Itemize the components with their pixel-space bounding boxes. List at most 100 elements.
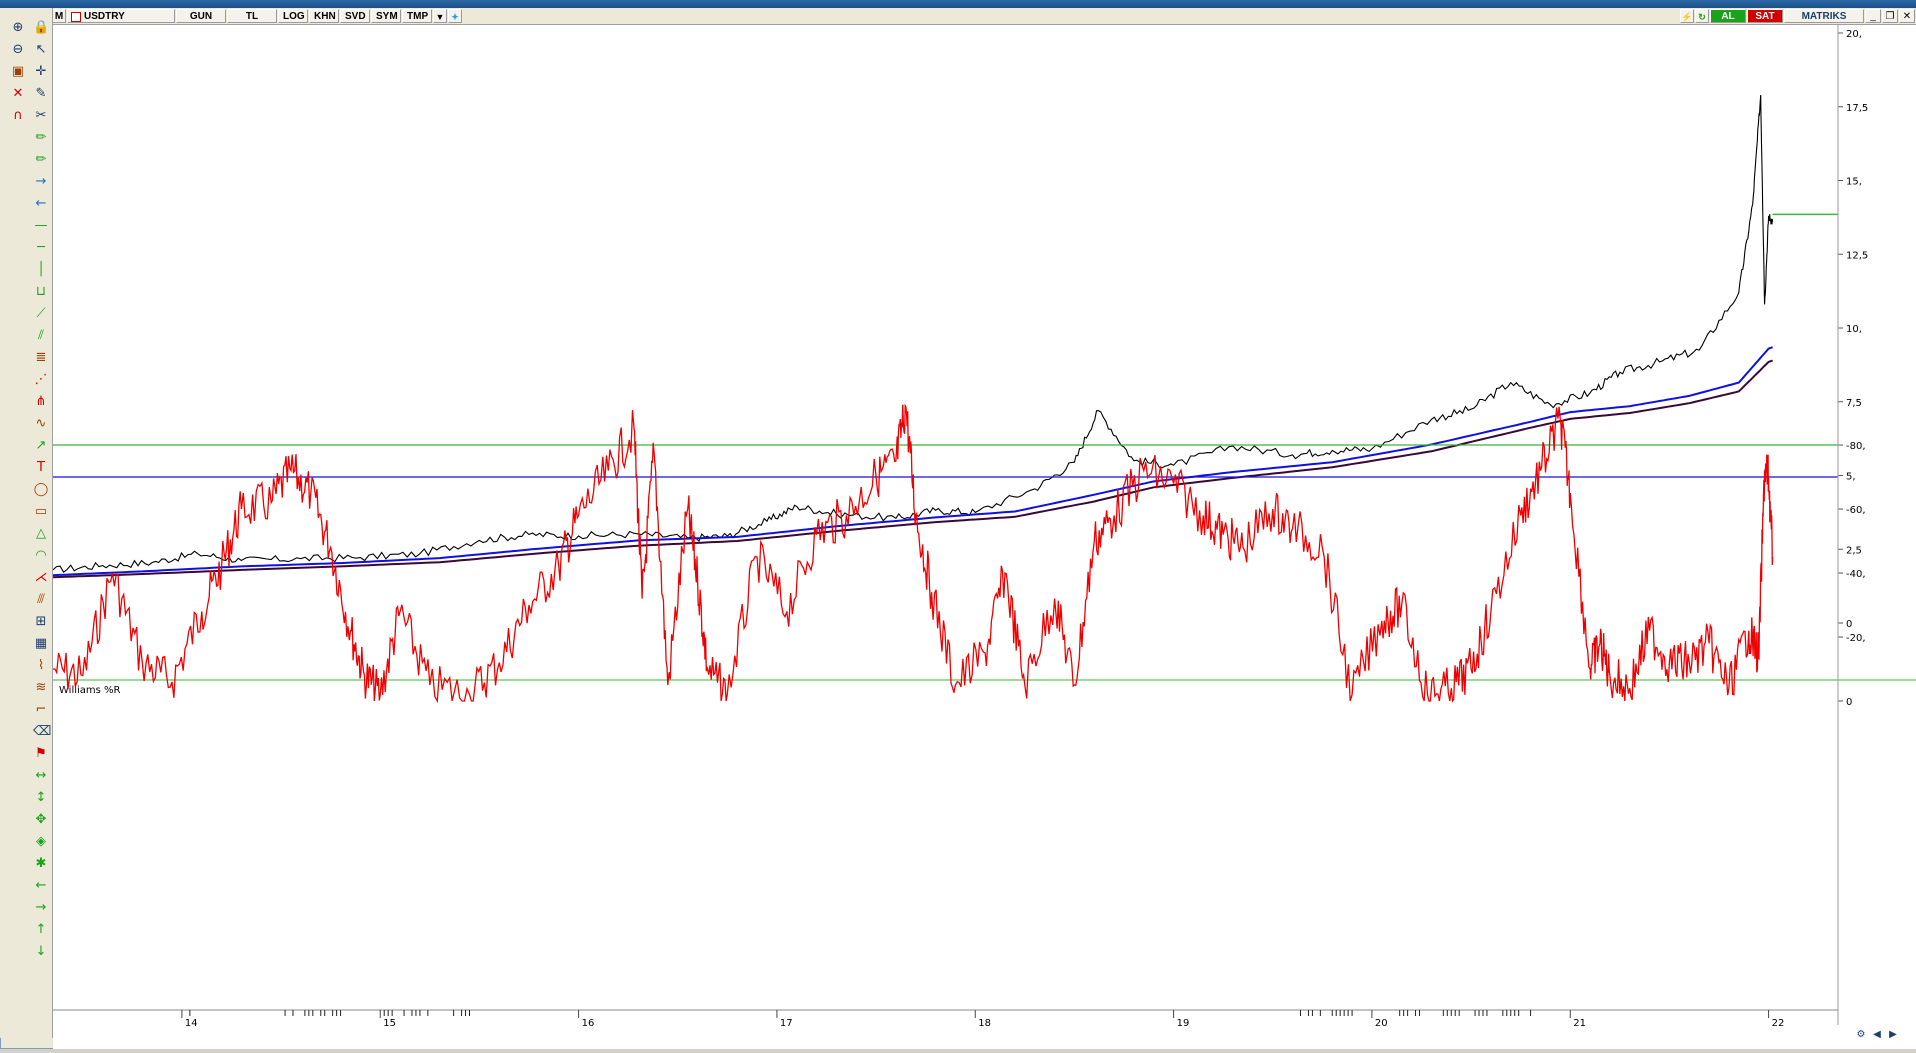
brush-icon[interactable]: ⌐ xyxy=(35,702,47,717)
x-tick-label: 14 xyxy=(185,1018,198,1029)
compress-icon[interactable]: ◈ xyxy=(36,834,46,849)
wave-icon[interactable]: ≋ xyxy=(35,680,47,695)
log-button[interactable]: LOG xyxy=(278,9,308,23)
gann-icon[interactable]: ⋰ xyxy=(34,372,48,387)
y-tick-label: -40, xyxy=(1846,569,1866,580)
x-tick-label: 18 xyxy=(978,1018,991,1029)
rectangle-icon[interactable]: ▭ xyxy=(34,504,48,519)
cut-icon[interactable]: ✂ xyxy=(35,108,47,123)
ellipse-icon[interactable]: ◯ xyxy=(33,482,49,497)
x-tick-label: 22 xyxy=(1772,1018,1785,1029)
x-tick-label: 20 xyxy=(1375,1018,1388,1029)
currency-button[interactable]: TL xyxy=(227,9,277,23)
restore-icon[interactable]: ❐ xyxy=(1882,9,1898,23)
x-tick-label: 17 xyxy=(780,1018,793,1029)
arrow-right-icon[interactable]: → xyxy=(35,174,47,189)
zoom-in-icon[interactable]: ⊕ xyxy=(12,20,24,35)
price-series-0 xyxy=(52,94,1774,574)
parallel-channel-icon[interactable]: ⫽ xyxy=(38,328,44,343)
arrow-right-nav-icon[interactable]: → xyxy=(35,900,47,915)
pencil-green-icon[interactable]: ✏ xyxy=(35,152,47,167)
y-tick-label: -60, xyxy=(1846,505,1866,516)
title-bar xyxy=(0,0,1916,8)
svd-button[interactable]: SVD xyxy=(340,9,370,23)
crosshair-icon[interactable]: ✛ xyxy=(35,64,47,79)
y-tick-label: 15, xyxy=(1846,177,1862,188)
gear-icon[interactable]: ✱ xyxy=(35,856,47,871)
khn-button[interactable]: KHN xyxy=(309,9,339,23)
y-tick-label: 0 xyxy=(1846,697,1852,708)
chart-area[interactable]: 20, 17,5 15, 12,5 10, 7,5 5, 2,5 0 Williams %R 0… xyxy=(52,25,1916,1049)
vertical-line-icon[interactable]: │ xyxy=(37,262,45,277)
grid-icon[interactable]: ▦ xyxy=(34,636,48,651)
sell-button[interactable]: SAT xyxy=(1747,9,1783,23)
pencil-green-icon[interactable]: ✏ xyxy=(35,130,47,145)
minimize-icon[interactable]: _ xyxy=(1865,9,1881,23)
bracket-icon[interactable]: ⊔ xyxy=(35,284,47,299)
arrow-up-nav-icon[interactable]: ↑ xyxy=(35,922,47,937)
expand-icon[interactable]: ✥ xyxy=(35,812,47,827)
arrow-left-nav-icon[interactable]: ← xyxy=(35,878,47,893)
text-icon[interactable]: T xyxy=(37,460,45,475)
regression-icon[interactable]: ↗ xyxy=(35,438,47,453)
chart-window-icon[interactable]: ▣ xyxy=(11,64,25,79)
cycle-icon[interactable]: ∿ xyxy=(35,416,47,431)
close-icon[interactable]: ✕ xyxy=(1899,9,1915,23)
brand-logo: MATRIKS xyxy=(1784,9,1864,23)
drawing-toolbar: ⊕ 🔒 ⊖ ↖ ▣ ✛ ✕ ✎ ∩ ✂ ✏ ✏ → ← — ─ │ ⊔ ⟋ ⫽ ≣ ⋰ ⋔ ∿ ↗ T ◯ ▭ △ ◠ ⋌ ⫻ ⊞ ▦ ⌇ ≋ ⌐ ⌫ ⚑ ↔… xyxy=(0,8,53,1038)
magnet-icon[interactable]: ∩ xyxy=(13,108,23,123)
y-tick-label: 5, xyxy=(1846,472,1856,483)
sync-icon[interactable]: ⚡ xyxy=(1680,9,1694,23)
speed-lines-icon[interactable]: ⫻ xyxy=(37,592,45,607)
y-tick-label: 20, xyxy=(1846,29,1862,40)
y-tick-label: 12,5 xyxy=(1846,250,1868,261)
zoom-out-icon[interactable]: ⊖ xyxy=(12,42,24,57)
arrow-down-nav-icon[interactable]: ↓ xyxy=(35,944,47,959)
fan-icon[interactable]: ⋌ xyxy=(34,570,48,585)
trend-line-icon[interactable]: ⟋ xyxy=(36,306,46,321)
zoom-h-icon[interactable]: ↔ xyxy=(35,768,47,783)
indicator-title: Williams %R xyxy=(59,685,121,696)
price-series-1 xyxy=(52,346,1773,577)
sym-button[interactable]: SYM xyxy=(371,9,401,23)
triangle-icon[interactable]: △ xyxy=(36,526,46,541)
price-series-2 xyxy=(52,359,1774,579)
symbol-color-icon xyxy=(71,12,81,22)
x-tick-label: 21 xyxy=(1573,1018,1586,1029)
chart-cross-icon[interactable]: ✕ xyxy=(12,86,24,101)
flag-icon[interactable]: ⚑ xyxy=(35,746,47,761)
x-tick-label: 19 xyxy=(1177,1018,1190,1029)
y-tick-label: -80, xyxy=(1846,441,1866,452)
scroll-left-icon[interactable]: ◀ xyxy=(1873,1029,1881,1040)
cursor-arrow-icon[interactable]: ↖ xyxy=(35,42,47,57)
eraser-icon[interactable]: ⌫ xyxy=(33,724,52,739)
y-tick-label: 7,5 xyxy=(1846,398,1862,409)
pencil-icon[interactable]: ✎ xyxy=(35,86,47,101)
x-tick-label: 15 xyxy=(383,1018,396,1029)
menu-button[interactable]: M xyxy=(52,9,66,23)
fibonacci-icon[interactable]: ≣ xyxy=(35,350,47,365)
buy-button[interactable]: AL xyxy=(1710,9,1746,23)
settings-icon[interactable]: ⚙ xyxy=(1856,1029,1866,1040)
lock-icon[interactable]: 🔒 xyxy=(33,20,50,35)
refresh-icon[interactable]: ↻ xyxy=(1695,9,1709,23)
williams-r-series xyxy=(53,403,1774,704)
chart-svg[interactable]: 20, 17,5 15, 12,5 10, 7,5 5, 2,5 0 Williams %R 0… xyxy=(52,25,1916,1049)
arc-icon[interactable]: ◠ xyxy=(35,548,47,563)
y-tick-label: 10, xyxy=(1846,324,1862,335)
horizontal-line-icon[interactable]: — xyxy=(34,218,48,233)
zigzag-icon[interactable]: ⌇ xyxy=(37,658,45,673)
ruler-icon[interactable]: ⊞ xyxy=(35,614,47,629)
scroll-right-icon[interactable]: ▶ xyxy=(1889,1029,1897,1040)
arrow-left-icon[interactable]: ← xyxy=(35,196,47,211)
zoom-v-icon[interactable]: ↕ xyxy=(35,790,47,805)
y-tick-label: 17,5 xyxy=(1846,103,1868,114)
line-icon[interactable]: ─ xyxy=(37,240,45,255)
symbol-field[interactable]: USDTRY xyxy=(67,9,175,23)
twitter-icon[interactable]: ✦ xyxy=(448,9,462,23)
x-tick-label: 16 xyxy=(582,1018,595,1029)
chevron-down-icon[interactable]: ▼ xyxy=(433,9,447,23)
tmp-button[interactable]: TMP xyxy=(402,9,432,23)
pitchfork-icon[interactable]: ⋔ xyxy=(35,394,47,409)
period-button[interactable]: GUN xyxy=(176,9,226,23)
